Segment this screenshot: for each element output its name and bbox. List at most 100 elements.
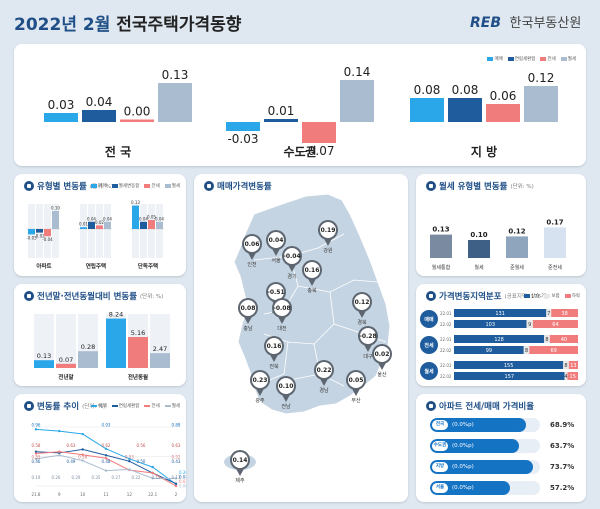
- distribution-segment: [454, 346, 524, 354]
- prev-bar: [128, 337, 148, 368]
- distribution-segment-value: 8: [545, 337, 548, 343]
- trend-point: [34, 450, 38, 453]
- map-pin-5: -0.51세종: [266, 282, 286, 316]
- trend-chart-title-text: 변동률 추이: [37, 402, 80, 412]
- korea-map: 0.06인천0.04서울-0.04경기0.19강원0.16충북-0.51세종0.…: [224, 193, 392, 484]
- trend-data-label: 0.56: [137, 443, 146, 448]
- prev-bar-label: 0.13: [37, 352, 51, 360]
- distribution-segment-value: 4: [564, 374, 567, 380]
- rent-type-unit: (단위: %): [510, 184, 534, 190]
- distribution-segment: [546, 309, 552, 317]
- chart-icon: [426, 291, 436, 301]
- distribution-month-label: 22.02: [440, 348, 452, 353]
- trend-point: [81, 432, 84, 436]
- distribution-segment: [526, 320, 533, 328]
- map-pin-value: -0.28: [359, 333, 376, 340]
- map-pin-value: -0.04: [283, 253, 300, 260]
- distribution-segment-value: 8: [525, 348, 528, 354]
- map-region-label: 경북: [357, 319, 367, 326]
- distribution-segment: [454, 372, 565, 380]
- map-pin-16: 0.14 제주: [230, 450, 250, 484]
- ratio-bar: 수도권 (0.0%p): [430, 439, 540, 453]
- ratio-value: 63.7%: [550, 442, 575, 450]
- type-bar: [148, 220, 155, 229]
- type-legend: 매매 월세변동합 전세 월세: [91, 183, 180, 189]
- distribution-segment: [568, 361, 578, 369]
- prev-group-label: 전년동월: [128, 373, 148, 381]
- map-pin-1: 0.04 서울: [266, 230, 286, 264]
- trend-x-tick: 21.8: [32, 492, 41, 497]
- type-bar-label: 0.04: [139, 216, 148, 221]
- ratio-title: 아파트 전세/매매 가격비율: [426, 400, 534, 412]
- trend-x-tick: 10: [80, 492, 86, 497]
- top-bar-label: 0.06: [490, 89, 517, 103]
- legend-swatch: [144, 183, 151, 188]
- distribution-segment-value: 157: [505, 374, 515, 380]
- type-bar: [96, 225, 103, 229]
- rent-category-label: 월세: [474, 264, 484, 271]
- map-pin-0: 0.06 인천: [242, 234, 262, 268]
- trend-data-label: 0.46: [32, 459, 41, 464]
- ratio-value: 68.9%: [550, 421, 575, 429]
- rent-category-label: 준월세: [510, 264, 524, 271]
- map-pin-15: 0.10 전남: [276, 376, 296, 410]
- distribution-category-badge: [420, 310, 438, 328]
- trend-data-label: 0.58: [78, 455, 87, 460]
- top-bar: [302, 122, 336, 143]
- trend-data-label: 0.43: [172, 459, 181, 464]
- trend-point: [104, 454, 108, 457]
- map-region-label: 대전: [277, 325, 287, 332]
- distribution-category-label: 전세: [424, 342, 434, 349]
- legend-swatch: [91, 183, 98, 188]
- legend-label: 전세: [151, 404, 160, 409]
- type-bar-label: 0.04: [87, 216, 96, 221]
- legend-swatch: [524, 293, 531, 298]
- trend-data-label: 0.63: [67, 443, 76, 448]
- map-region-label: 대구: [363, 353, 373, 360]
- distribution-segment: [454, 361, 564, 369]
- trend-point: [81, 459, 84, 462]
- trend-point: [58, 450, 61, 453]
- trend-end-label: 0.00: [179, 484, 186, 489]
- top-bar: [158, 83, 192, 122]
- rent-bar: [468, 240, 490, 258]
- legend-swatch: [91, 404, 98, 407]
- rent-type-card: 월세 유형별 변동률 (단위: %) 0.13 월세통합 0.10 월세 0.12 준월세 0…: [416, 174, 586, 276]
- distribution-title-text: 가격변동지역분포: [439, 292, 502, 302]
- trend-data-label: 0.22: [132, 475, 141, 480]
- map-pin-6: 0.08 충남: [238, 298, 258, 332]
- legend-label: 월세: [567, 57, 576, 62]
- trend-data-label: 0.55: [32, 455, 41, 460]
- logo-mark: REB: [470, 15, 502, 31]
- distribution-segment: [551, 309, 578, 317]
- legend-swatch: [164, 183, 171, 188]
- distribution-segment: [529, 346, 578, 354]
- ratio-change-label: (0.0%p): [452, 422, 474, 428]
- type-bar: [36, 229, 43, 233]
- legend-label: 매매: [98, 184, 107, 189]
- top-legend: 매매 연립세환합 전세 월세: [487, 56, 576, 62]
- chart-icon: [426, 181, 436, 191]
- type-bar: [80, 227, 87, 229]
- map-pin-value: 0.22: [317, 367, 332, 374]
- prev-chart-unit: (단위: %): [140, 294, 164, 300]
- top-bar-label: 0.00: [124, 105, 151, 119]
- prev-bar: [56, 363, 76, 368]
- trend-point: [128, 460, 131, 463]
- distribution-segment-value: 9: [528, 322, 531, 328]
- map-region-label: 부산: [351, 397, 361, 404]
- legend-label: 월세: [171, 404, 180, 409]
- top-group-label: 수도권: [283, 145, 316, 159]
- prev-chart-title-text: 전년말·전년동월대비 변동률: [37, 292, 138, 302]
- trend-data-label: 0.93: [102, 423, 111, 428]
- top-group-label: 전 국: [105, 144, 131, 159]
- map-pin-7: -0.08 대전: [272, 298, 292, 332]
- map-pin-value: 0.16: [267, 343, 282, 350]
- logo-text: 한국부동산원: [509, 16, 582, 31]
- map-pin-value: 0.16: [305, 267, 320, 274]
- distribution-segment: [544, 335, 550, 343]
- trend-x-tick: 11: [103, 492, 109, 497]
- top-bar: [486, 104, 520, 122]
- distribution-month-label: 22.01: [440, 363, 452, 368]
- distribution-segment-value: 15: [570, 374, 576, 380]
